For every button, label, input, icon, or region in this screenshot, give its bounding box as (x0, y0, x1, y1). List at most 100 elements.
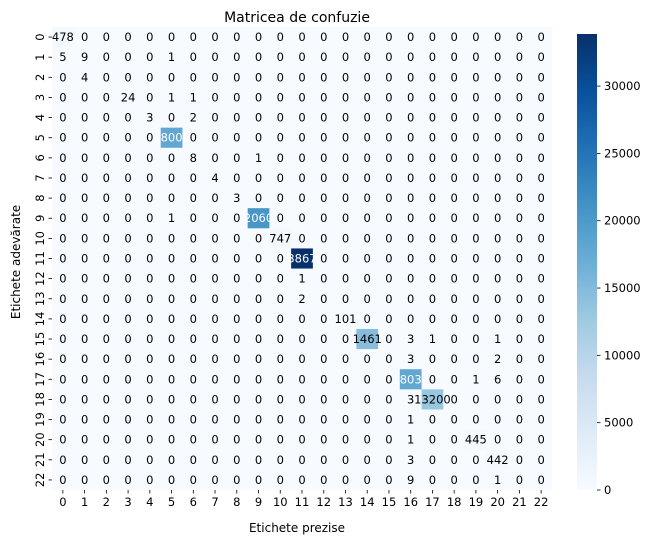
heatmap-cell (182, 87, 205, 108)
heatmap-cell-value: 0 (364, 453, 371, 467)
heatmap-cell-value: 0 (320, 70, 327, 84)
heatmap-cell-value: 0 (255, 70, 262, 84)
heatmap-cell-value: 0 (59, 433, 66, 447)
heatmap-cell (138, 127, 162, 149)
heatmap-cell-value: 0 (233, 433, 240, 447)
heatmap-cell-value: 0 (516, 111, 523, 125)
heatmap-cell-value: 0 (342, 332, 349, 346)
heatmap-cell-value: 0 (537, 433, 544, 447)
heatmap-cell (399, 369, 422, 390)
heatmap-cell (486, 167, 509, 189)
heatmap-cell (421, 449, 444, 471)
heatmap-cell (160, 449, 183, 471)
heatmap-cell-value: 3867 (287, 252, 316, 266)
heatmap-cell-value: 1 (407, 433, 414, 447)
heatmap-cell-value: 0 (211, 252, 218, 266)
heatmap-cell-value: 0 (342, 50, 349, 64)
x-tick-label: 1 (81, 495, 88, 509)
heatmap-cell-value: 0 (494, 211, 501, 225)
heatmap-cell (182, 409, 205, 431)
heatmap-cell-value: 0 (255, 171, 262, 185)
heatmap-cell-value: 0 (211, 292, 218, 306)
x-tick-label: 7 (211, 495, 218, 509)
heatmap-cell-value: 0 (342, 191, 349, 205)
heatmap-cell-value: 0 (537, 70, 544, 84)
heatmap-cell (182, 167, 205, 189)
heatmap-cell (443, 469, 466, 491)
heatmap-cell (269, 369, 292, 390)
heatmap-cell (443, 188, 466, 209)
heatmap-cell-value: 0 (168, 332, 175, 346)
heatmap-cell (138, 67, 162, 88)
heatmap-cell (225, 349, 249, 370)
heatmap-cell-value: 2 (298, 292, 305, 306)
heatmap-cell-value: 0 (451, 30, 458, 44)
heatmap-cell (443, 308, 466, 330)
y-tick-label: 11 (33, 251, 47, 266)
heatmap-cell-value: 0 (146, 332, 153, 346)
heatmap-cell-value: 0 (364, 372, 371, 386)
y-tick-label: 3 (33, 94, 47, 101)
heatmap-cell-value: 0 (537, 312, 544, 326)
heatmap-cell-value: 0 (277, 453, 284, 467)
heatmap-cell-value: 0 (103, 171, 110, 185)
heatmap-cell-value: 0 (385, 231, 392, 245)
heatmap-cell-value: 0 (407, 191, 414, 205)
heatmap-cell (138, 389, 162, 410)
heatmap-cell-value: 0 (146, 211, 153, 225)
heatmap-cell-value: 0 (59, 272, 66, 286)
heatmap-cell (73, 449, 96, 471)
heatmap-cell (312, 47, 336, 68)
heatmap-cell-value: 0 (320, 453, 327, 467)
heatmap-cell-value: 0 (298, 131, 305, 145)
heatmap-cell (530, 107, 553, 129)
heatmap-cell-value: 0 (516, 372, 523, 386)
heatmap-cell (204, 67, 227, 88)
heatmap-cell-value: 0 (277, 30, 284, 44)
heatmap-cell (247, 27, 270, 48)
heatmap-cell (182, 188, 205, 209)
y-tick-label: 7 (33, 174, 47, 181)
heatmap-cell-value: 0 (516, 453, 523, 467)
heatmap-cell (117, 369, 140, 390)
heatmap-cell-value: 0 (59, 473, 66, 487)
heatmap-cell (204, 369, 227, 390)
heatmap-cell-value: 0 (146, 151, 153, 165)
heatmap-cell-value: 0 (211, 151, 218, 165)
heatmap-cell-value: 0 (190, 473, 197, 487)
heatmap-cell-value: 0 (298, 231, 305, 245)
heatmap-cell-value: 0 (342, 151, 349, 165)
heatmap-cell-value: 0 (233, 413, 240, 427)
heatmap-cell-value: 0 (277, 272, 284, 286)
heatmap-cell (182, 147, 205, 169)
heatmap-cell (52, 47, 75, 68)
heatmap-cell-value: 0 (59, 252, 66, 266)
heatmap-cell-value: 3 (407, 352, 414, 366)
heatmap-cell (356, 228, 379, 249)
heatmap-cell (421, 27, 444, 48)
heatmap-cell (138, 147, 162, 169)
heatmap-cell-value: 0 (385, 352, 392, 366)
heatmap-cell (204, 147, 227, 169)
heatmap-cell-value: 0 (385, 413, 392, 427)
heatmap-cell-value: 1 (190, 90, 197, 104)
heatmap-cell-value: 0 (320, 433, 327, 447)
heatmap-cell-value: 0 (537, 332, 544, 346)
heatmap-cell (421, 369, 444, 390)
heatmap-cell-value: 0 (103, 372, 110, 386)
heatmap-cell-value: 0 (233, 453, 240, 467)
heatmap-cell-value: 0 (537, 372, 544, 386)
heatmap-cell-value: 0 (364, 352, 371, 366)
heatmap-cell (399, 67, 422, 88)
heatmap-cell-value: 0 (385, 272, 392, 286)
heatmap-cell-value: 0 (103, 50, 110, 64)
heatmap-cell-value: 0 (211, 372, 218, 386)
heatmap-cell (356, 328, 379, 350)
heatmap-cell (378, 208, 401, 229)
heatmap-cell (356, 167, 379, 189)
heatmap-cell-value: 0 (190, 453, 197, 467)
heatmap-cell-value: 1 (494, 332, 501, 346)
y-tick-label: 10 (33, 231, 47, 246)
heatmap-cell-value: 0 (429, 30, 436, 44)
heatmap-cell-value: 0 (407, 151, 414, 165)
